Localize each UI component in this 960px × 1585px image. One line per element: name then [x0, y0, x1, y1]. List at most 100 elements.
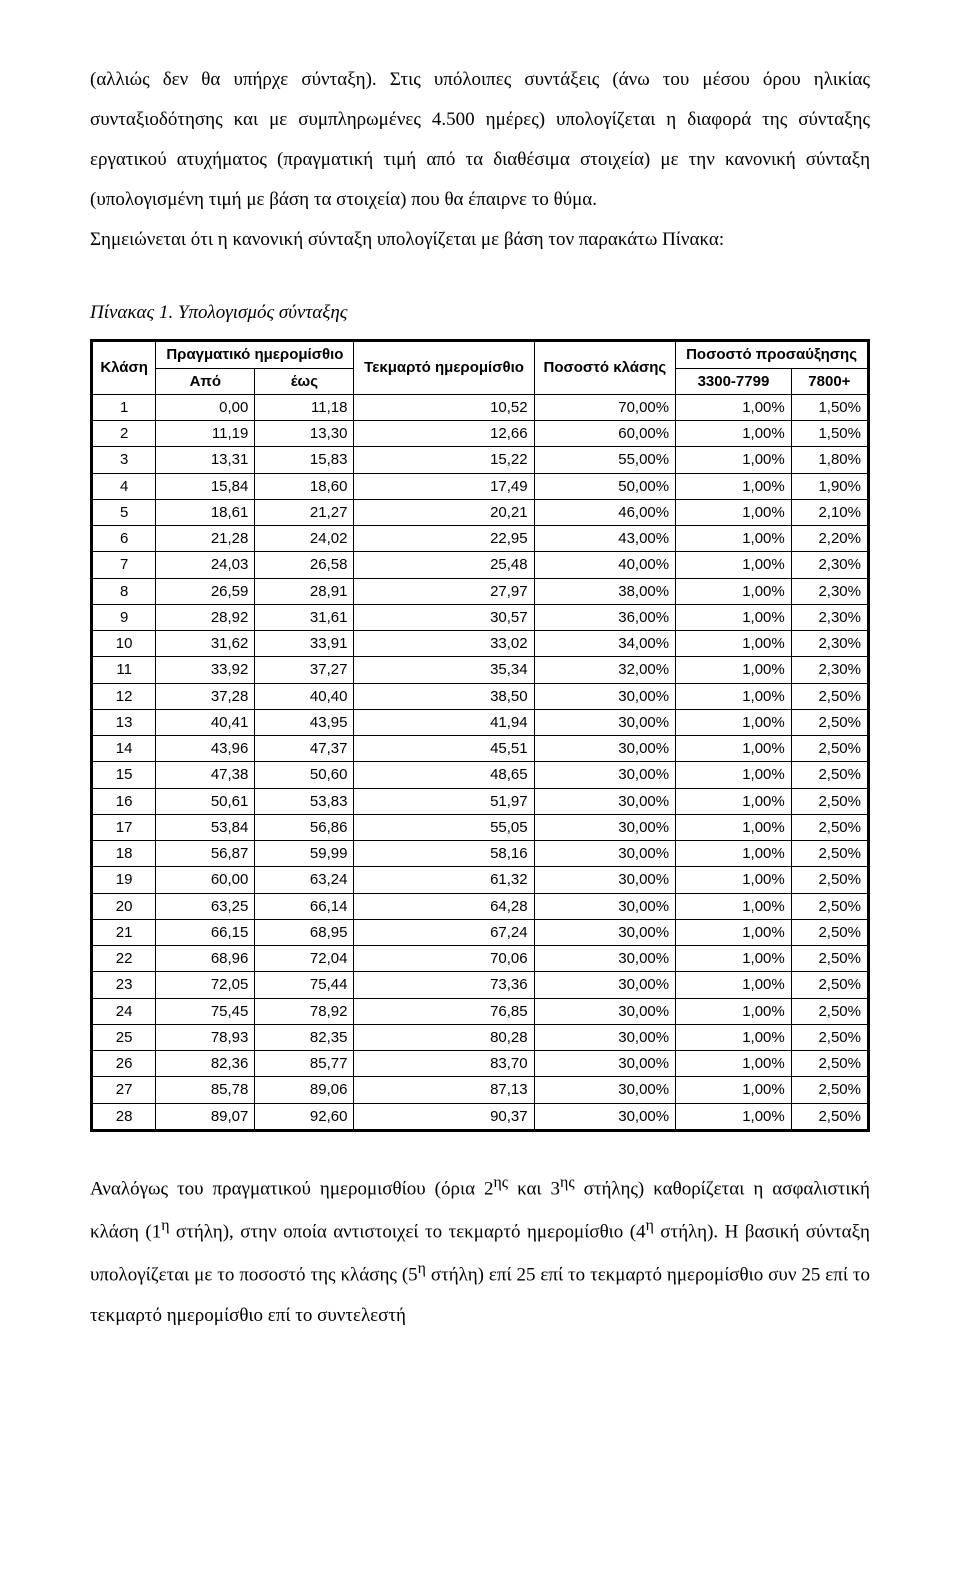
table-cell: 34,00%: [534, 631, 675, 657]
table-cell: 18,60: [255, 473, 354, 499]
table-cell: 2,50%: [791, 814, 868, 840]
table-cell: 12,66: [354, 421, 534, 447]
table-cell: 25,48: [354, 552, 534, 578]
table-cell: 2,50%: [791, 946, 868, 972]
table-cell: 32,00%: [534, 657, 675, 683]
paragraph-top-2: Σημειώνεται ότι η κανονική σύνταξη υπολο…: [90, 220, 870, 260]
table-cell: 2,30%: [791, 631, 868, 657]
table-cell: 1,00%: [676, 1051, 792, 1077]
table-cell: 1,50%: [791, 394, 868, 420]
table-cell: 63,24: [255, 867, 354, 893]
table-row: 1340,4143,9541,9430,00%1,00%2,50%: [92, 709, 869, 735]
table-cell: 11,18: [255, 394, 354, 420]
table-cell: 36,00%: [534, 604, 675, 630]
th-pragmatiko: Πραγματικό ημερομίσθιο: [156, 341, 354, 368]
table-cell: 11,19: [156, 421, 255, 447]
table-cell: 87,13: [354, 1077, 534, 1103]
table-row: 2578,9382,3580,2830,00%1,00%2,50%: [92, 1024, 869, 1050]
table-cell: 20: [92, 893, 156, 919]
table-cell: 1,50%: [791, 421, 868, 447]
table-cell: 56,87: [156, 841, 255, 867]
table-cell: 2,30%: [791, 552, 868, 578]
table-cell: 83,70: [354, 1051, 534, 1077]
table-cell: 14: [92, 736, 156, 762]
table-row: 1133,9237,2735,3432,00%1,00%2,30%: [92, 657, 869, 683]
table-row: 621,2824,0222,9543,00%1,00%2,20%: [92, 526, 869, 552]
table-cell: 85,77: [255, 1051, 354, 1077]
th-eos: έως: [255, 368, 354, 394]
table-cell: 1,00%: [676, 447, 792, 473]
th-tekmarto: Τεκμαρτό ημερομίσθιο: [354, 341, 534, 395]
table-cell: 2,50%: [791, 788, 868, 814]
table-cell: 15,84: [156, 473, 255, 499]
table-cell: 23: [92, 972, 156, 998]
table-cell: 27: [92, 1077, 156, 1103]
table-cell: 50,61: [156, 788, 255, 814]
table-cell: 80,28: [354, 1024, 534, 1050]
table-cell: 82,36: [156, 1051, 255, 1077]
table-cell: 40,41: [156, 709, 255, 735]
table-cell: 26,59: [156, 578, 255, 604]
table-cell: 73,36: [354, 972, 534, 998]
th-pososto-pros: Ποσοστό προσαύξησης: [676, 341, 869, 368]
table-row: 2063,2566,1464,2830,00%1,00%2,50%: [92, 893, 869, 919]
table-cell: 30,00%: [534, 762, 675, 788]
table-cell: 24,02: [255, 526, 354, 552]
table-cell: 21: [92, 919, 156, 945]
table-row: 2372,0575,4473,3630,00%1,00%2,50%: [92, 972, 869, 998]
table-cell: 30,00%: [534, 1103, 675, 1130]
table-cell: 26: [92, 1051, 156, 1077]
table-cell: 55,00%: [534, 447, 675, 473]
table-cell: 3: [92, 447, 156, 473]
table-cell: 28,91: [255, 578, 354, 604]
table-cell: 82,35: [255, 1024, 354, 1050]
table-cell: 47,37: [255, 736, 354, 762]
table-cell: 25: [92, 1024, 156, 1050]
sup: η: [418, 1260, 426, 1277]
table-row: 1237,2840,4038,5030,00%1,00%2,50%: [92, 683, 869, 709]
table-cell: 55,05: [354, 814, 534, 840]
table-cell: 1,90%: [791, 473, 868, 499]
table-cell: 30,00%: [534, 893, 675, 919]
table-cell: 15,22: [354, 447, 534, 473]
table-cell: 10: [92, 631, 156, 657]
table-cell: 1,00%: [676, 421, 792, 447]
table-cell: 68,96: [156, 946, 255, 972]
table-cell: 43,95: [255, 709, 354, 735]
table-cell: 27,97: [354, 578, 534, 604]
table-row: 1443,9647,3745,5130,00%1,00%2,50%: [92, 736, 869, 762]
table-row: 2785,7889,0687,1330,00%1,00%2,50%: [92, 1077, 869, 1103]
table-cell: 30,00%: [534, 814, 675, 840]
table-cell: 53,84: [156, 814, 255, 840]
table-cell: 1,00%: [676, 499, 792, 525]
table-cell: 45,51: [354, 736, 534, 762]
table-cell: 1,00%: [676, 552, 792, 578]
th-pososto-klasis: Ποσοστό κλάσης: [534, 341, 675, 395]
table-cell: 89,06: [255, 1077, 354, 1103]
table-cell: 2,50%: [791, 893, 868, 919]
table-cell: 26,58: [255, 552, 354, 578]
table-cell: 1,00%: [676, 473, 792, 499]
th-klasi: Κλάση: [92, 341, 156, 395]
table-cell: 18: [92, 841, 156, 867]
table-cell: 21,28: [156, 526, 255, 552]
table-cell: 1,00%: [676, 919, 792, 945]
table-cell: 38,50: [354, 683, 534, 709]
table-cell: 90,37: [354, 1103, 534, 1130]
table-cell: 1,00%: [676, 867, 792, 893]
table-cell: 1,00%: [676, 683, 792, 709]
table-cell: 2,50%: [791, 736, 868, 762]
table-caption: Πίνακας 1. Υπολογισμός σύνταξης: [90, 293, 870, 333]
table-row: 10,0011,1810,5270,00%1,00%1,50%: [92, 394, 869, 420]
table-cell: 68,95: [255, 919, 354, 945]
table-cell: 66,15: [156, 919, 255, 945]
table-row: 724,0326,5825,4840,00%1,00%2,30%: [92, 552, 869, 578]
table-cell: 30,00%: [534, 946, 675, 972]
pension-table-body: 10,0011,1810,5270,00%1,00%1,50%211,1913,…: [92, 394, 869, 1130]
th-range2: 7800+: [791, 368, 868, 394]
table-cell: 13,31: [156, 447, 255, 473]
table-cell: 61,32: [354, 867, 534, 893]
table-cell: 53,83: [255, 788, 354, 814]
table-cell: 67,24: [354, 919, 534, 945]
table-cell: 1,00%: [676, 814, 792, 840]
